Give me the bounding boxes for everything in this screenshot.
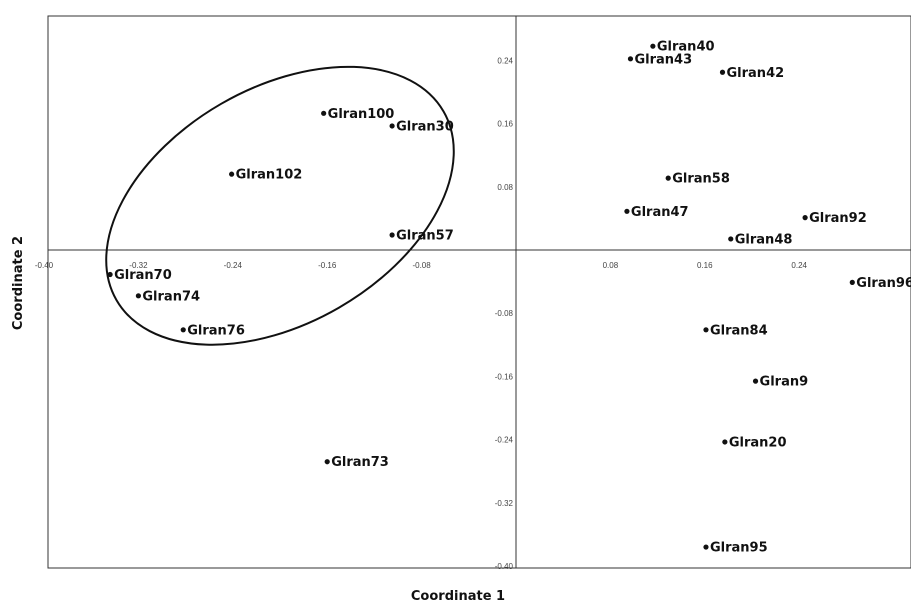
y-tick-label: -0.16 (495, 372, 514, 381)
x-axis-title: Coordinate 1 (411, 589, 505, 604)
x-tick-label: 0.24 (791, 261, 807, 270)
point-glran96 (849, 279, 855, 285)
cluster-ellipse (105, 65, 455, 346)
point-label-glran48: Glran48 (735, 232, 793, 247)
point-label-glran76: Glran76 (187, 323, 245, 338)
point-label-glran57: Glran57 (396, 228, 454, 243)
y-axis-title: Coordinate 2 (11, 236, 26, 330)
point-label-glran43: Glran43 (634, 52, 692, 67)
point-label-glran95: Glran95 (710, 541, 768, 556)
point-glran20 (722, 439, 728, 445)
y-tick-label: 0.24 (497, 56, 513, 65)
x-tick-label: -0.08 (412, 261, 431, 270)
point-glran30 (389, 123, 395, 129)
point-label-glran40: Glran40 (657, 40, 715, 55)
point-glran100 (321, 110, 327, 116)
point-glran42 (719, 69, 726, 75)
point-glran58 (665, 175, 671, 181)
point-label-glran102: Glran102 (236, 168, 303, 183)
y-tick-label: -0.32 (495, 499, 514, 508)
x-tick-label: -0.24 (224, 261, 243, 270)
x-tick-label: 0.16 (697, 261, 713, 270)
point-glran47 (624, 208, 630, 214)
y-tick-label: 0.08 (497, 183, 513, 192)
x-tick-label: -0.40 (35, 261, 54, 270)
point-label-glran92: Glran92 (809, 211, 867, 226)
point-label-glran9: Glran9 (760, 375, 809, 390)
x-tick-label: 0.08 (603, 261, 619, 270)
point-glran40 (650, 43, 656, 49)
point-glran57 (389, 232, 395, 238)
point-glran9 (752, 378, 759, 384)
point-glran73 (324, 459, 330, 465)
point-label-glran30: Glran30 (396, 119, 454, 134)
tick-labels: -0.40 -0.32 -0.24 -0.16 -0.08 0.08 0.16 0.24 0.2… (35, 56, 808, 571)
point-label-glran74: Glran74 (142, 289, 200, 304)
point-glran102 (229, 171, 235, 177)
point-glran48 (728, 236, 734, 242)
point-glran92 (802, 215, 808, 221)
data-points (107, 43, 855, 550)
point-label-glran100: Glran100 (328, 107, 395, 122)
point-label-glran58: Glran58 (672, 172, 730, 187)
point-glran76 (180, 327, 186, 333)
point-glran43 (627, 56, 634, 62)
point-label-glran70: Glran70 (114, 268, 172, 283)
cluster-ellipse-layer (105, 65, 455, 346)
point-glran95 (703, 544, 709, 550)
point-label-glran42: Glran42 (727, 66, 785, 81)
point-label-glran47: Glran47 (631, 205, 689, 220)
y-tick-label: -0.08 (495, 309, 514, 318)
plot-frame (47, 15, 911, 569)
point-label-glran84: Glran84 (710, 323, 768, 338)
point-label-glran20: Glran20 (729, 435, 787, 450)
x-tick-label: -0.16 (318, 261, 337, 270)
point-label-glran73: Glran73 (331, 455, 389, 470)
x-tick-label: -0.32 (129, 261, 148, 270)
point-glran74 (135, 293, 141, 299)
y-tick-label: -0.40 (495, 562, 514, 571)
point-label-glran96: Glran96 (856, 276, 911, 291)
point-glran70 (107, 271, 113, 278)
point-glran84 (703, 327, 709, 333)
y-tick-label: -0.24 (495, 436, 514, 445)
y-tick-label: 0.16 (497, 120, 513, 129)
zero-axes (48, 16, 911, 568)
